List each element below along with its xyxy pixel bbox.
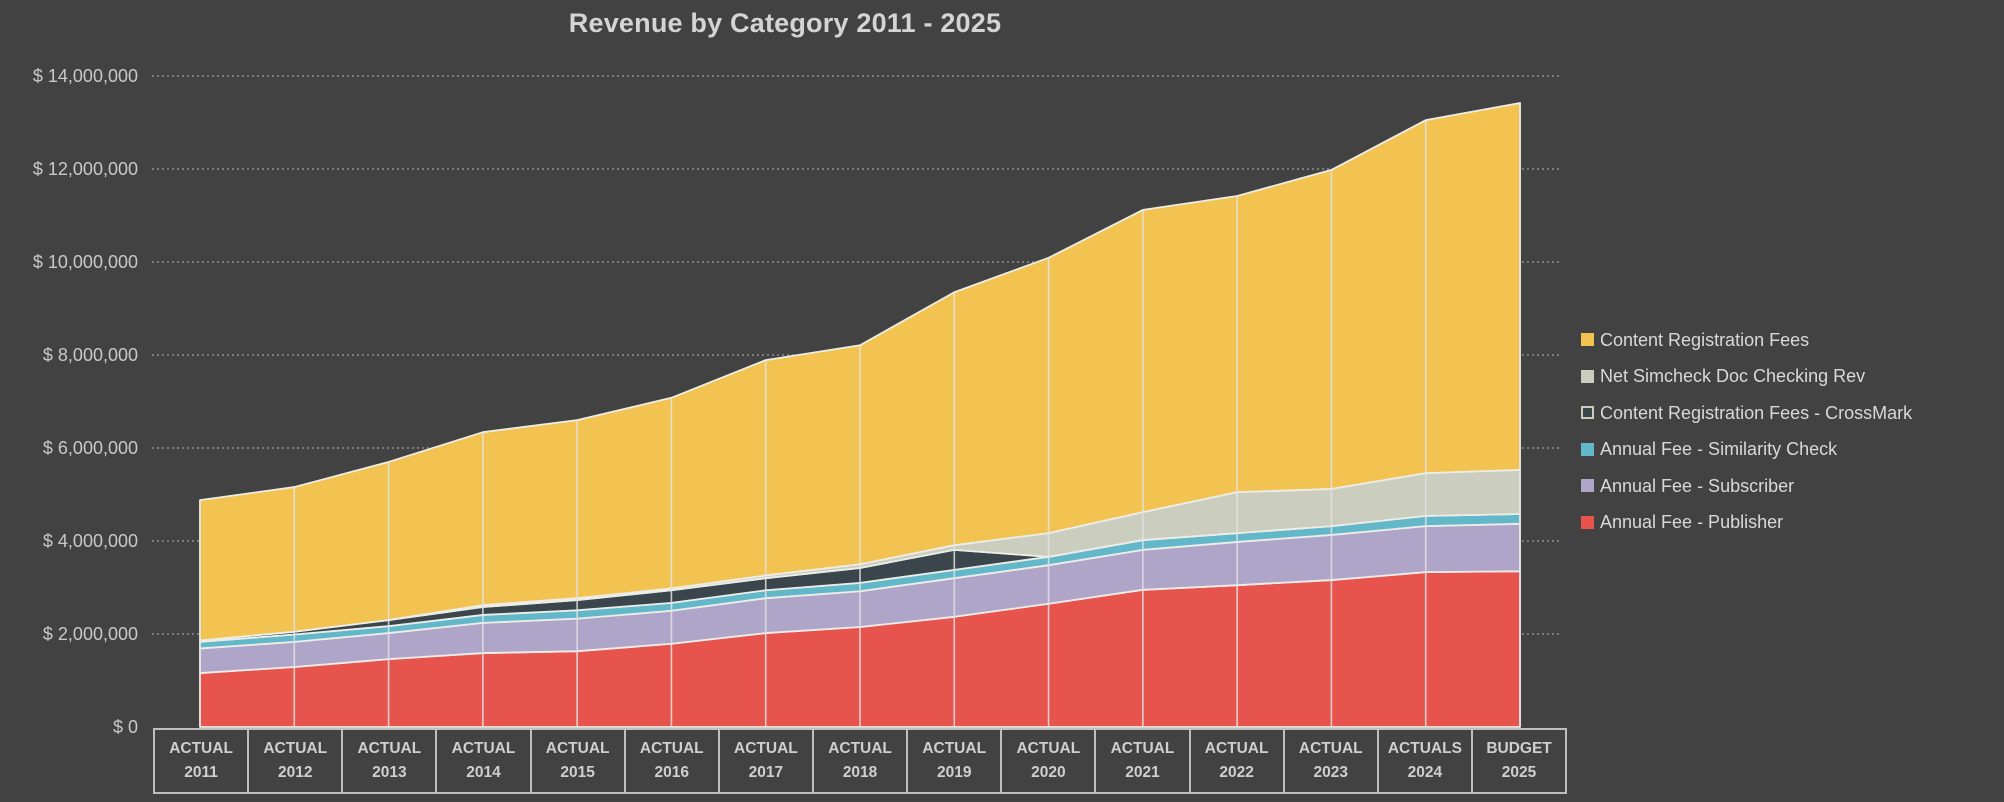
y-tick-label: $ 8,000,000 bbox=[42, 345, 138, 365]
y-tick-label: $ 6,000,000 bbox=[42, 438, 138, 458]
x-axis-cell-2019: ACTUAL 2019 bbox=[906, 730, 1000, 792]
legend-item[interactable]: Content Registration Fees bbox=[1581, 328, 1912, 351]
period-type-label: ACTUAL bbox=[922, 740, 987, 758]
period-type-label: ACTUAL bbox=[1110, 740, 1175, 758]
period-type-label: ACTUAL bbox=[545, 740, 610, 758]
x-axis-cell-2024: ACTUALS 2024 bbox=[1376, 730, 1471, 792]
period-year-label: 2020 bbox=[1031, 764, 1066, 782]
y-tick-label: $ 4,000,000 bbox=[42, 531, 138, 551]
period-type-label: ACTUAL bbox=[734, 740, 798, 758]
legend: Content Registration Fees Net Simcheck Do… bbox=[1581, 328, 1912, 547]
legend-item[interactable]: Net Simcheck Doc Checking Rev bbox=[1581, 365, 1912, 388]
x-axis-cell-2012: ACTUAL 2012 bbox=[247, 730, 341, 792]
legend-label: Annual Fee - Similarity Check bbox=[1600, 439, 1838, 459]
period-type-label: ACTUAL bbox=[639, 740, 704, 758]
y-tick-label: $ 2,000,000 bbox=[42, 624, 138, 644]
y-tick-label: $ 10,000,000 bbox=[32, 252, 138, 272]
x-axis-cell-2014: ACTUAL 2014 bbox=[435, 730, 529, 792]
chart-title: Revenue by Category 2011 - 2025 bbox=[568, 8, 1002, 38]
period-year-label: 2015 bbox=[560, 764, 595, 782]
period-year-label: 2023 bbox=[1313, 764, 1348, 782]
period-year-label: 2018 bbox=[842, 764, 878, 782]
x-axis-cell-2016: ACTUAL 2016 bbox=[623, 730, 718, 792]
x-axis-cell-2017: ACTUAL 2017 bbox=[717, 730, 812, 792]
x-axis-cell-2022: ACTUAL 2022 bbox=[1188, 730, 1283, 792]
x-axis-cell-2018: ACTUAL 2018 bbox=[811, 730, 906, 792]
period-year-label: 2017 bbox=[748, 764, 784, 782]
legend-swatch-icon bbox=[1581, 333, 1594, 346]
legend-swatch-icon bbox=[1581, 369, 1594, 383]
y-axis-labels: $ 0 $ 2,000,000 $ 4,000,000 $ 6,000,000 $ 8,… bbox=[0, 0, 138, 802]
x-axis-cell-2020: ACTUAL 2020 bbox=[1000, 730, 1094, 792]
period-year-label: 2022 bbox=[1219, 764, 1254, 782]
period-type-label: ACTUAL bbox=[263, 740, 328, 758]
legend-swatch-icon bbox=[1581, 515, 1594, 529]
legend-item[interactable]: Content Registration Fees - CrossMark bbox=[1581, 401, 1912, 424]
period-year-label: 2021 bbox=[1125, 764, 1160, 782]
period-year-label: 2013 bbox=[372, 764, 407, 782]
legend-item[interactable]: Annual Fee - Subscriber bbox=[1581, 474, 1912, 497]
period-type-label: ACTUAL bbox=[1298, 740, 1363, 758]
x-axis-cell-2013: ACTUAL 2013 bbox=[341, 730, 435, 792]
x-axis-cell-2025: BUDGET 2025 bbox=[1470, 730, 1565, 792]
legend-label: Content Registration Fees bbox=[1600, 329, 1810, 350]
y-tick-label: $ 12,000,000 bbox=[32, 159, 138, 179]
legend-label: Annual Fee - Subscriber bbox=[1600, 475, 1795, 496]
legend-label: Annual Fee - Publisher bbox=[1600, 512, 1784, 532]
legend-swatch-icon bbox=[1581, 479, 1594, 492]
period-year-label: 2024 bbox=[1407, 764, 1443, 782]
x-axis-cell-2023: ACTUAL 2023 bbox=[1282, 730, 1377, 792]
period-year-label: 2025 bbox=[1501, 764, 1537, 782]
x-axis-cell-2021: ACTUAL 2021 bbox=[1094, 730, 1188, 792]
legend-swatch-icon bbox=[1581, 442, 1594, 456]
period-year-label: 2019 bbox=[936, 764, 972, 782]
x-axis-period-table: ACTUAL 2011 ACTUAL 2012 ACTUAL 2013 ACTUAL 2014… bbox=[153, 728, 1567, 794]
period-type-label: ACTUALS bbox=[1387, 740, 1462, 758]
period-year-label: 2016 bbox=[654, 764, 690, 782]
y-tick-label: $ 14,000,000 bbox=[32, 66, 138, 86]
period-type-label: ACTUAL bbox=[357, 740, 422, 758]
period-type-label: ACTUAL bbox=[1204, 740, 1269, 758]
x-axis-cell-2011: ACTUAL 2011 bbox=[155, 730, 247, 792]
period-type-label: ACTUAL bbox=[169, 740, 233, 758]
x-axis-cell-2015: ACTUAL 2015 bbox=[529, 730, 624, 792]
y-tick-label: $ 0 bbox=[112, 717, 138, 737]
legend-item[interactable]: Annual Fee - Publisher bbox=[1581, 511, 1912, 534]
period-type-label: ACTUAL bbox=[1016, 740, 1081, 758]
legend-swatch-icon bbox=[1581, 406, 1594, 419]
legend-label: Net Simcheck Doc Checking Rev bbox=[1600, 366, 1866, 386]
legend-item[interactable]: Annual Fee - Similarity Check bbox=[1581, 438, 1912, 461]
period-type-label: ACTUAL bbox=[828, 740, 892, 758]
period-type-label: ACTUAL bbox=[451, 740, 516, 758]
legend-label: Content Registration Fees - CrossMark bbox=[1600, 402, 1913, 423]
period-type-label: BUDGET bbox=[1486, 740, 1552, 758]
period-year-label: 2012 bbox=[277, 764, 313, 782]
period-year-label: 2014 bbox=[466, 764, 501, 782]
period-year-label: 2011 bbox=[184, 764, 218, 782]
